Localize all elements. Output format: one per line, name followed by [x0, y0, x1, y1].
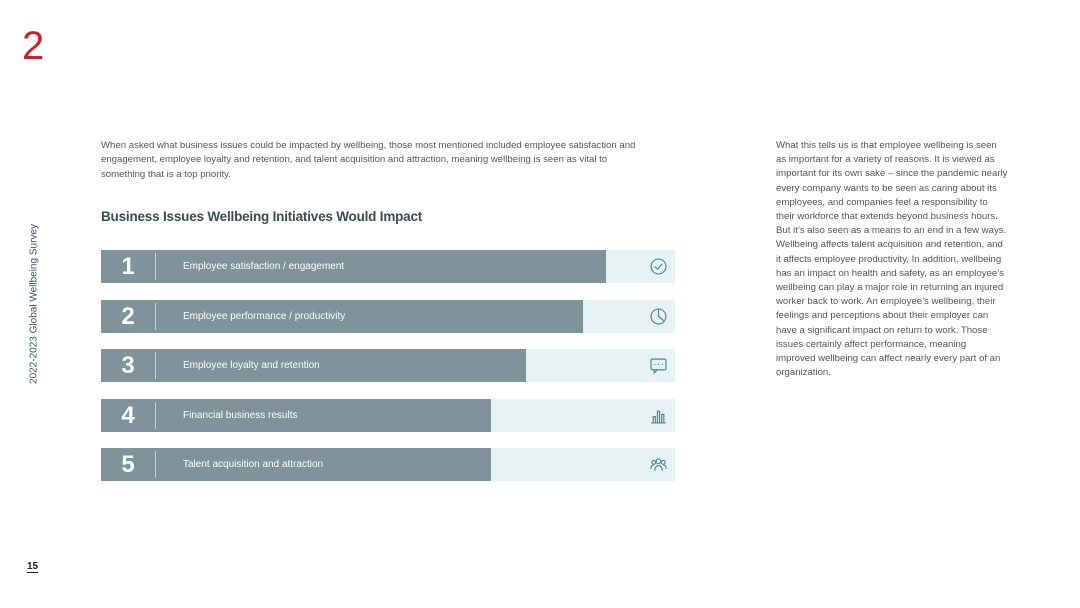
rank: 3: [121, 352, 135, 379]
divider: [155, 352, 156, 379]
bar: [101, 299, 584, 333]
icon: [650, 358, 667, 374]
intro-text: When asked what business issues could be…: [101, 140, 636, 180]
bar-row: 5 Talent acquisition and attraction: [101, 448, 675, 481]
rank: 2: [121, 302, 135, 330]
bar-row: 3 Employee loyalty and retention: [101, 349, 675, 382]
body-text: What this tells us is that employee well…: [776, 140, 1008, 379]
icon: [650, 458, 667, 471]
rank: 4: [121, 401, 135, 429]
divider: [155, 302, 156, 330]
icon: [651, 410, 666, 424]
icon: [650, 307, 667, 325]
divider: [155, 451, 156, 478]
divider: [155, 401, 156, 429]
chart-title: Business Issues Wellbeing Initiatives Wo…: [101, 209, 423, 224]
bar: [101, 398, 492, 432]
bar-row: 1 Employee satisfaction / engagement: [101, 250, 675, 283]
bar-label: Financial business results: [183, 409, 298, 421]
rank: 1: [121, 253, 135, 280]
section-number: 2: [22, 24, 45, 68]
rank: 5: [121, 451, 135, 478]
bar: [101, 349, 526, 382]
bar-label: Employee satisfaction / engagement: [183, 261, 345, 272]
bar: [101, 448, 492, 481]
bar-row: 4 Financial business results: [101, 398, 675, 432]
sidebar-title: 2022-2023 Global Wellbeing Survey: [28, 224, 40, 384]
bar-list: 1 Employee satisfaction / engagement 2 Empl…: [101, 250, 675, 498]
bar-row: 2 Employee performance / productivity: [101, 299, 675, 333]
icon: [650, 258, 667, 275]
bar-label: Employee performance / productivity: [183, 310, 346, 322]
page-number: 15: [27, 561, 39, 573]
bar-label: Employee loyalty and retention: [183, 360, 320, 371]
bar: [101, 250, 607, 283]
bar-label: Talent acquisition and attraction: [183, 459, 324, 470]
divider: [155, 253, 156, 280]
